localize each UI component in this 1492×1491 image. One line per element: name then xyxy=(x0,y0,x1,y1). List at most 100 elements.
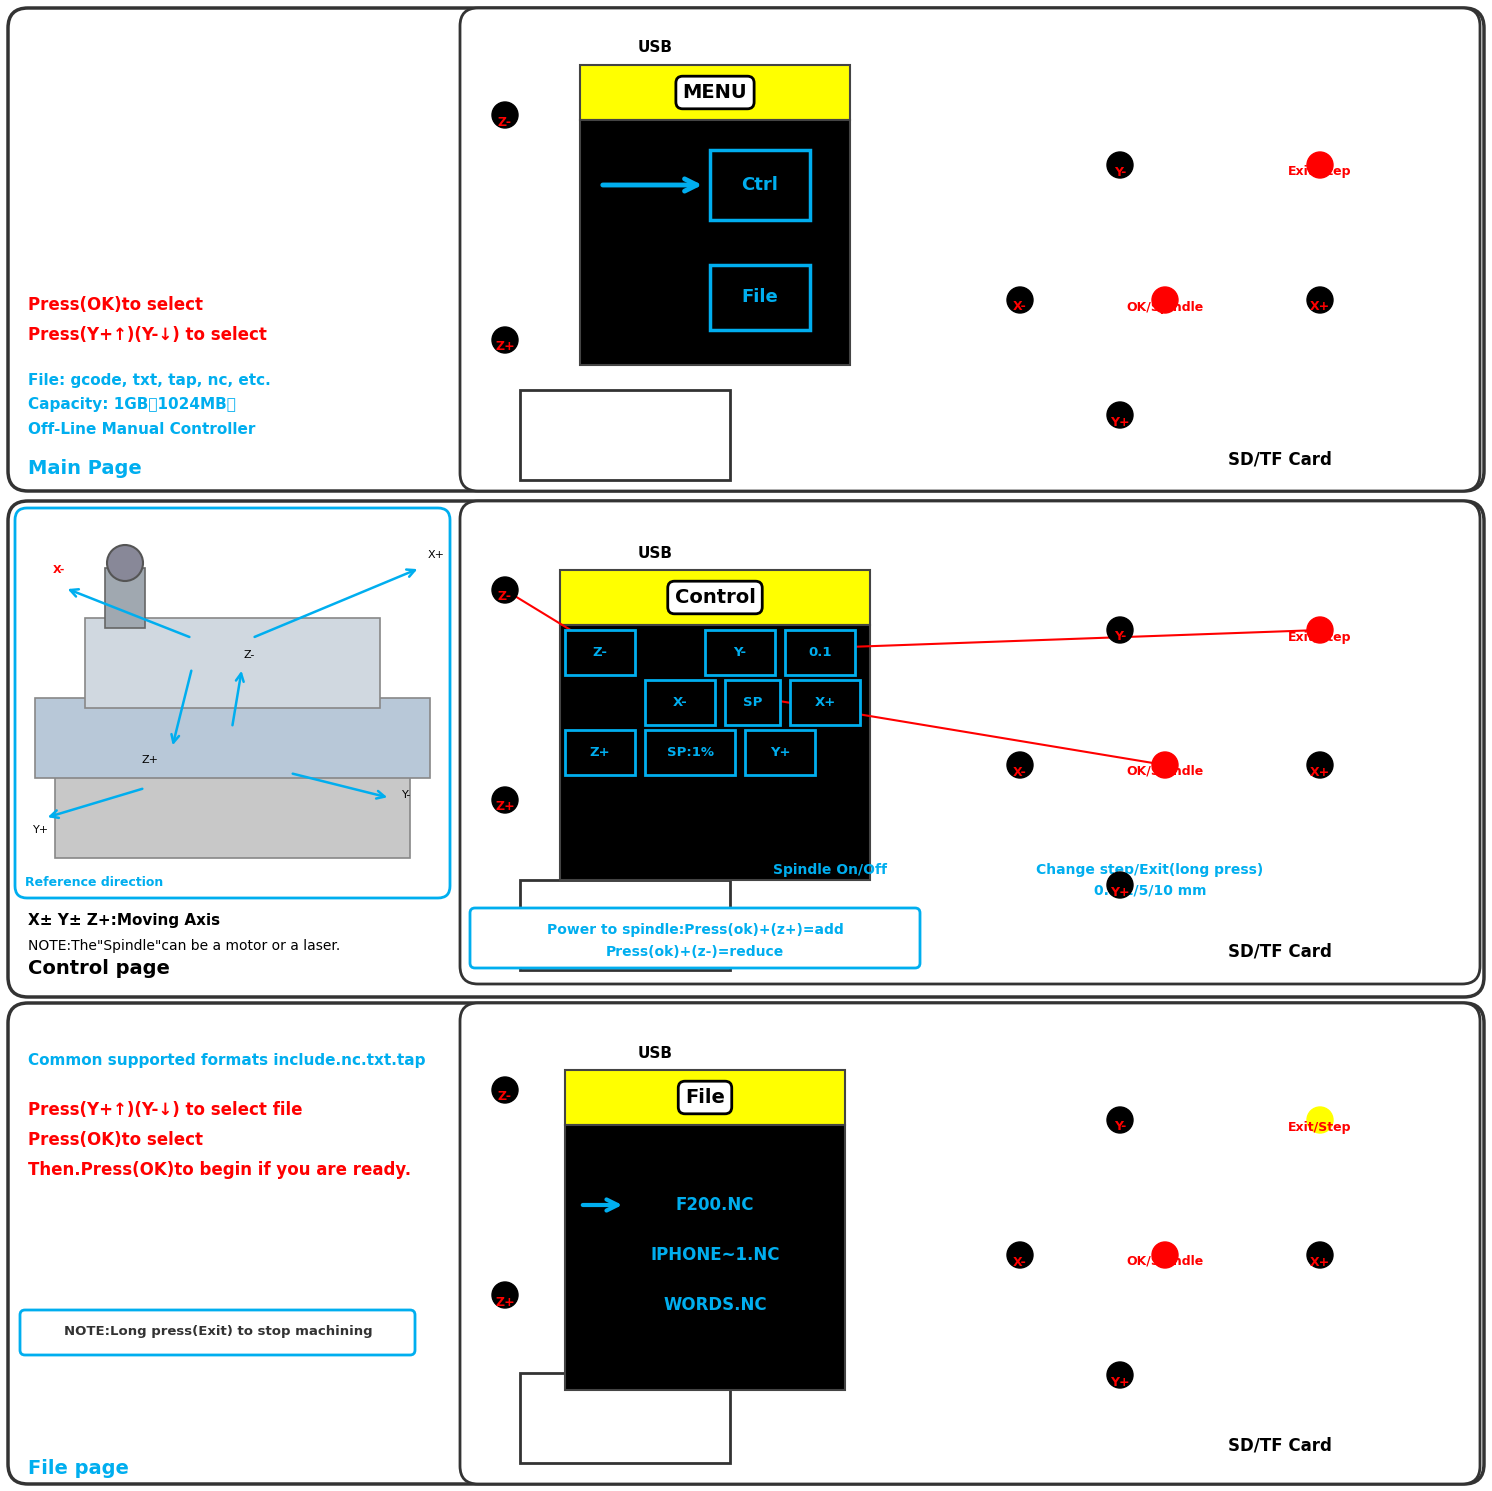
Text: Press(ok)+(z-)=reduce: Press(ok)+(z-)=reduce xyxy=(606,945,785,959)
Text: OK/Spindle: OK/Spindle xyxy=(1126,301,1204,313)
Circle shape xyxy=(107,546,143,581)
Bar xyxy=(580,119,850,365)
Text: X+: X+ xyxy=(1310,1255,1331,1269)
Text: Z+: Z+ xyxy=(589,746,610,759)
Bar xyxy=(565,1071,844,1126)
FancyBboxPatch shape xyxy=(470,908,921,968)
Bar xyxy=(565,731,636,775)
Text: Common supported formats include.nc.txt.tap: Common supported formats include.nc.txt.… xyxy=(28,1053,425,1068)
Bar xyxy=(55,768,410,857)
Circle shape xyxy=(492,327,518,353)
Text: Press(OK)to select: Press(OK)to select xyxy=(28,297,203,315)
Text: Press(Y+↑)(Y-↓) to select file: Press(Y+↑)(Y-↓) to select file xyxy=(28,1100,303,1120)
Circle shape xyxy=(1307,286,1332,313)
Text: X+: X+ xyxy=(428,550,445,561)
Circle shape xyxy=(1007,751,1032,778)
Circle shape xyxy=(1107,617,1132,643)
Text: Exit/Step: Exit/Step xyxy=(1288,1121,1352,1133)
Text: Y-: Y- xyxy=(1115,1121,1126,1133)
Bar xyxy=(560,570,870,625)
FancyBboxPatch shape xyxy=(7,501,1485,997)
Text: Y+: Y+ xyxy=(1110,416,1129,428)
Text: X-: X- xyxy=(1013,765,1026,778)
Text: File: gcode, txt, tap, nc, etc.: File: gcode, txt, tap, nc, etc. xyxy=(28,373,270,388)
Text: Main Page: Main Page xyxy=(28,459,142,477)
Bar xyxy=(706,631,774,675)
Bar xyxy=(789,680,859,725)
Text: SD/TF Card: SD/TF Card xyxy=(1228,1436,1332,1454)
FancyBboxPatch shape xyxy=(460,1003,1480,1484)
Text: Power to spindle:Press(ok)+(z+)=add: Power to spindle:Press(ok)+(z+)=add xyxy=(546,923,843,936)
Text: Z-: Z- xyxy=(592,646,607,659)
Text: IPHONE~1.NC: IPHONE~1.NC xyxy=(651,1246,780,1264)
Text: NOTE:Long press(Exit) to stop machining: NOTE:Long press(Exit) to stop machining xyxy=(64,1325,373,1339)
Text: Press(Y+↑)(Y-↓) to select: Press(Y+↑)(Y-↓) to select xyxy=(28,327,267,344)
Text: NOTE:The"Spindle"can be a motor or a laser.: NOTE:The"Spindle"can be a motor or a las… xyxy=(28,939,340,953)
Text: Ctrl: Ctrl xyxy=(742,176,779,194)
Bar xyxy=(104,568,145,628)
Bar xyxy=(565,1126,844,1390)
Circle shape xyxy=(1152,286,1179,313)
Text: SD/TF Card: SD/TF Card xyxy=(1228,942,1332,962)
Bar xyxy=(85,617,380,708)
Text: Change step/Exit(long press): Change step/Exit(long press) xyxy=(1037,863,1264,877)
Bar xyxy=(521,880,730,971)
Text: 0.1/1/5/10 mm: 0.1/1/5/10 mm xyxy=(1094,883,1206,898)
Circle shape xyxy=(1307,1106,1332,1133)
Text: OK/Spindle: OK/Spindle xyxy=(1126,1255,1204,1269)
Bar xyxy=(645,680,715,725)
Text: X-: X- xyxy=(54,565,66,576)
Text: USB: USB xyxy=(637,40,673,55)
FancyBboxPatch shape xyxy=(19,1311,415,1355)
Circle shape xyxy=(492,101,518,128)
Bar xyxy=(710,151,810,221)
Text: SD/TF Card: SD/TF Card xyxy=(1228,450,1332,470)
Text: File: File xyxy=(685,1088,725,1106)
Bar xyxy=(560,625,870,880)
Circle shape xyxy=(1107,872,1132,898)
Text: Control: Control xyxy=(674,587,755,607)
Text: SP:1%: SP:1% xyxy=(667,746,713,759)
Circle shape xyxy=(1007,286,1032,313)
Circle shape xyxy=(1307,152,1332,177)
Circle shape xyxy=(1107,1106,1132,1133)
Text: Capacity: 1GB（1024MB）: Capacity: 1GB（1024MB） xyxy=(28,398,236,413)
Text: MENU: MENU xyxy=(683,83,747,101)
Text: Y-: Y- xyxy=(1115,166,1126,179)
Circle shape xyxy=(492,787,518,813)
Text: X+: X+ xyxy=(815,696,836,710)
Text: Z-: Z- xyxy=(498,115,512,128)
Circle shape xyxy=(1307,751,1332,778)
Bar xyxy=(710,265,810,330)
FancyBboxPatch shape xyxy=(460,7,1480,491)
Text: X+: X+ xyxy=(1310,765,1331,778)
Text: Y+: Y+ xyxy=(33,825,49,835)
Bar xyxy=(34,698,430,778)
Text: Then.Press(OK)to begin if you are ready.: Then.Press(OK)to begin if you are ready. xyxy=(28,1161,412,1179)
Text: Z+: Z+ xyxy=(495,340,515,353)
FancyBboxPatch shape xyxy=(460,501,1480,984)
Text: Y-: Y- xyxy=(401,790,412,801)
Circle shape xyxy=(1007,1242,1032,1267)
Text: Z+: Z+ xyxy=(142,754,160,765)
FancyBboxPatch shape xyxy=(7,7,1485,491)
Text: Z-: Z- xyxy=(245,650,255,661)
Bar xyxy=(785,631,855,675)
Text: X-: X- xyxy=(1013,1255,1026,1269)
Circle shape xyxy=(1107,403,1132,428)
Text: Z+: Z+ xyxy=(495,801,515,814)
Circle shape xyxy=(492,1077,518,1103)
Text: WORDS.NC: WORDS.NC xyxy=(662,1296,767,1314)
Text: USB: USB xyxy=(637,1045,673,1060)
FancyBboxPatch shape xyxy=(15,508,451,898)
Text: Y-: Y- xyxy=(734,646,746,659)
Text: Exit/Step: Exit/Step xyxy=(1288,631,1352,644)
Text: 0.1: 0.1 xyxy=(809,646,831,659)
Text: USB: USB xyxy=(637,546,673,561)
Text: Reference direction: Reference direction xyxy=(25,877,163,890)
Text: Exit/Step: Exit/Step xyxy=(1288,166,1352,179)
FancyBboxPatch shape xyxy=(7,1003,1485,1484)
Text: OK/Spindle: OK/Spindle xyxy=(1126,765,1204,778)
Bar xyxy=(521,391,730,480)
Text: Y+: Y+ xyxy=(770,746,791,759)
